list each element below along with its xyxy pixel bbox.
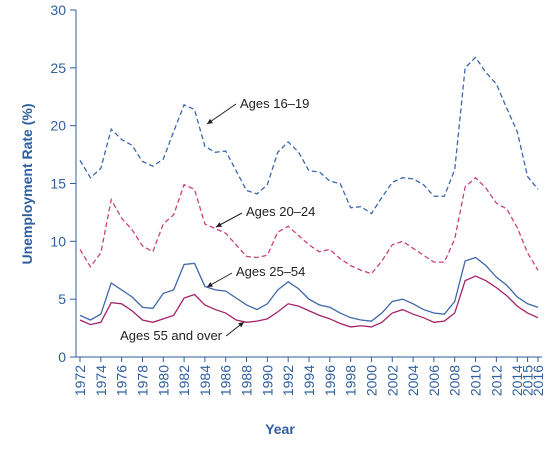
x-tick-label: 2002	[384, 365, 400, 396]
y-axis-title: Unemployment Rate (%)	[19, 103, 35, 264]
x-tick-label: 1990	[259, 365, 275, 396]
y-tick-label: 15	[50, 176, 66, 192]
x-tick-label: 2000	[363, 365, 379, 396]
x-tick-label: 2014	[509, 365, 525, 396]
series-label: Ages 55 and over	[120, 328, 223, 343]
x-tick-label: 1980	[155, 365, 171, 396]
arrow-head	[216, 222, 222, 227]
x-tick-label: 1974	[93, 365, 109, 396]
arrow-head	[238, 322, 244, 328]
x-tick-label: 2012	[488, 365, 504, 396]
y-tick-label: 0	[58, 349, 66, 365]
y-tick-label: 10	[50, 233, 66, 249]
series-line	[79, 256, 539, 322]
y-tick-label: 30	[50, 2, 66, 18]
x-tick-label: 1994	[301, 365, 317, 396]
x-tick-label: 1982	[176, 365, 192, 396]
x-tick-label: 2008	[447, 365, 463, 396]
series-line	[79, 56, 539, 215]
x-tick-label: 1996	[322, 365, 338, 396]
x-tick-label: 1976	[114, 365, 130, 396]
x-tick-label: 2015	[520, 365, 536, 396]
series-label: Ages 20–24	[246, 204, 315, 219]
series-line	[79, 176, 539, 275]
x-tick-label: 2006	[426, 365, 442, 396]
x-tick-label: 1986	[218, 365, 234, 396]
annotation-arrow	[206, 103, 237, 125]
arrow-head	[207, 118, 213, 124]
x-tick-label: 2016	[530, 365, 546, 396]
series-line	[79, 275, 539, 328]
x-tick-label: 1992	[280, 365, 296, 396]
x-tick-label: 1998	[343, 365, 359, 396]
x-tick-label: 1984	[197, 365, 213, 396]
x-tick-label: 1988	[239, 365, 255, 396]
x-axis-title: Year	[265, 421, 295, 437]
x-tick-label: 2010	[468, 365, 484, 396]
y-tick-label: 20	[50, 118, 66, 134]
y-tick-label: 5	[58, 291, 66, 307]
x-tick-label: 1978	[134, 365, 150, 396]
series-label: Ages 16–19	[240, 96, 309, 111]
y-tick-label: 25	[50, 60, 66, 76]
x-tick-label: 1972	[72, 365, 88, 396]
x-tick-label: 2004	[405, 365, 421, 396]
series-label: Ages 25–54	[236, 264, 305, 279]
arrow-head	[207, 282, 213, 287]
